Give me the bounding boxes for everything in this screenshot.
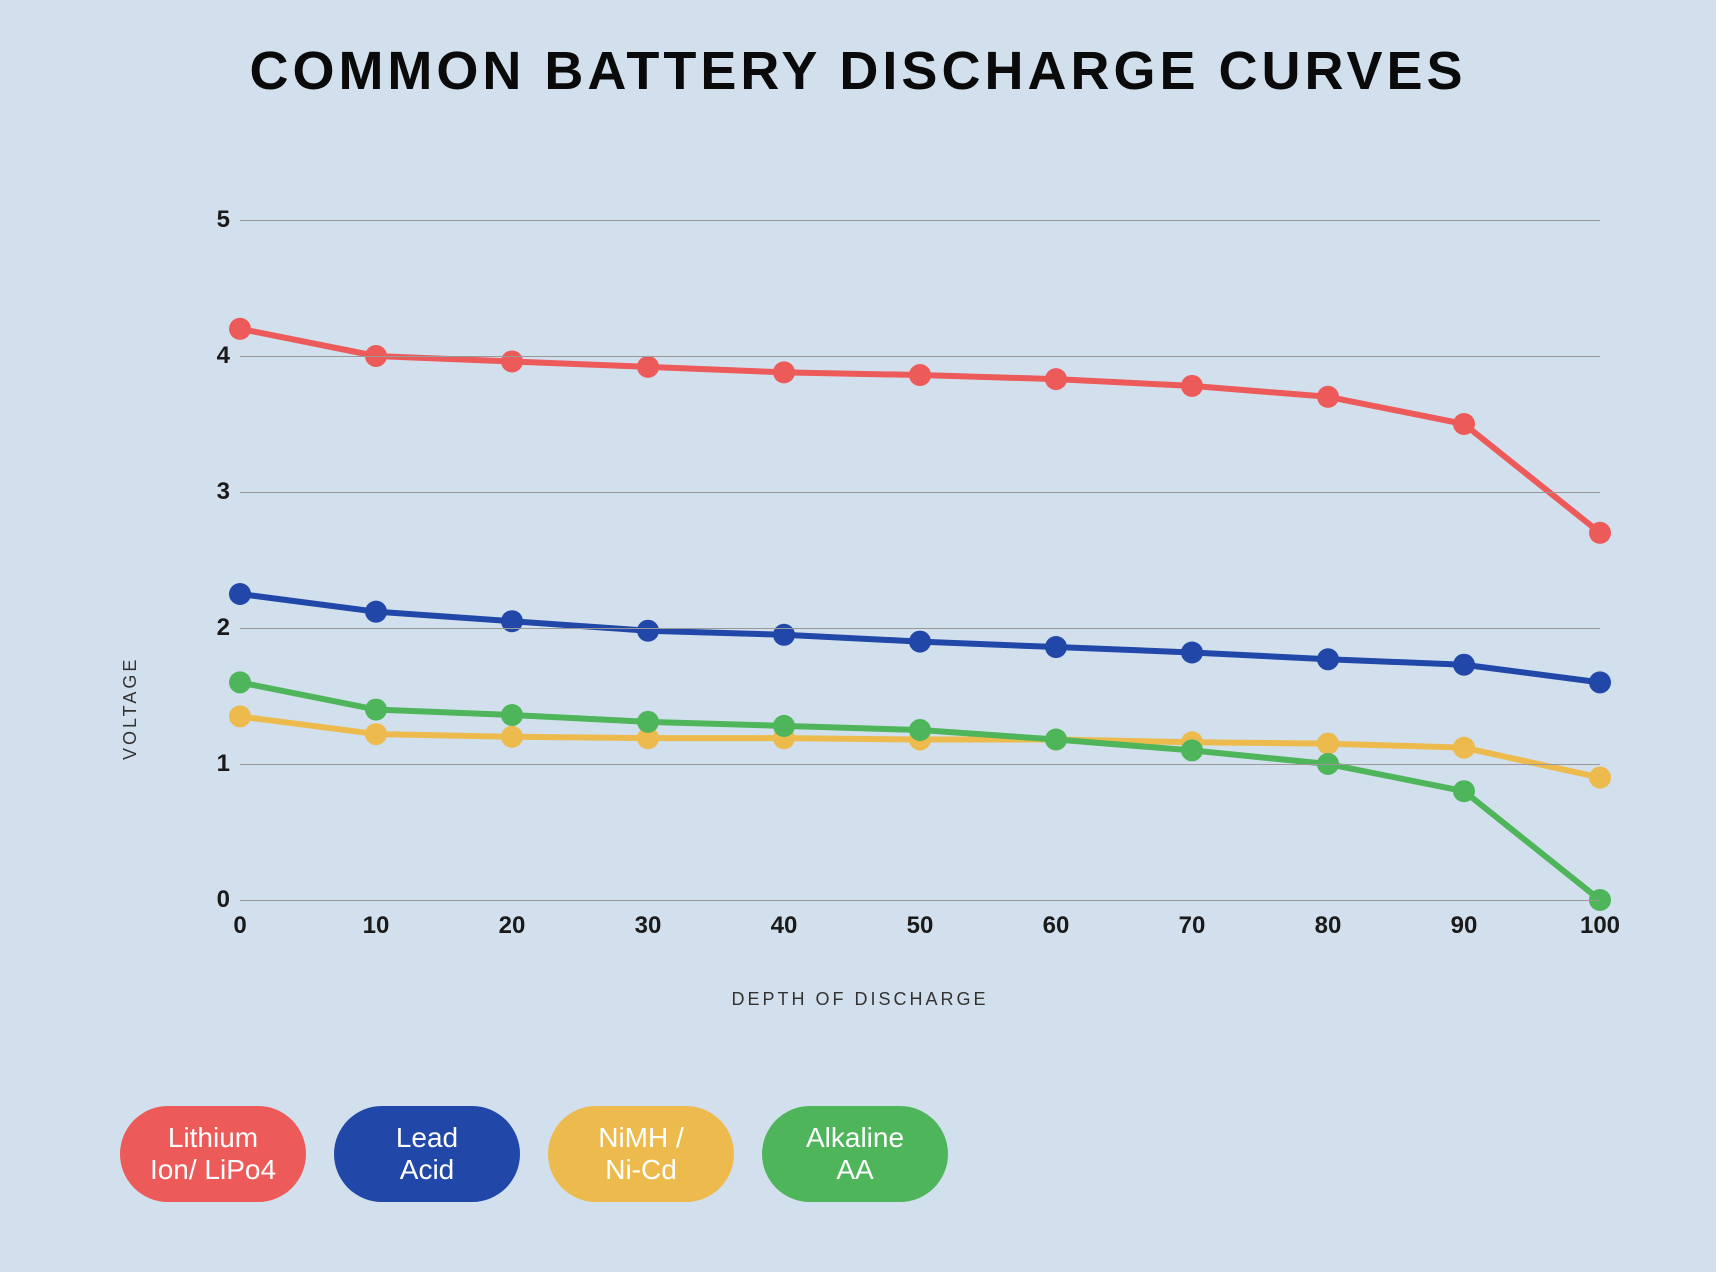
page-root: COMMON BATTERY DISCHARGE CURVES VOLTAGE … [0,0,1716,1272]
gridline [240,764,1600,765]
legend-label-line: Lead [396,1122,458,1154]
series-line [240,682,1600,900]
series-marker [365,601,387,623]
series-marker [1589,767,1611,789]
chart-title: COMMON BATTERY DISCHARGE CURVES [0,40,1716,102]
series-marker [1589,671,1611,693]
series-marker [773,361,795,383]
legend-label-line: Alkaline [806,1122,904,1154]
chart-lines-svg [240,220,1600,900]
series-marker [637,620,659,642]
series-marker [773,715,795,737]
series-marker [1589,522,1611,544]
x-tick-label: 30 [635,912,662,940]
series-line [240,329,1600,533]
x-tick-label: 80 [1315,912,1342,940]
y-axis-label: VOLTAGE [120,657,141,760]
series-marker [1181,375,1203,397]
series-marker [501,350,523,372]
series-marker [1453,780,1475,802]
legend-pill: AlkalineAA [762,1106,948,1202]
legend-pill: LithiumIon/ LiPo4 [120,1106,306,1202]
x-tick-label: 100 [1580,912,1620,940]
y-tick-label: 1 [180,750,230,778]
series-marker [1045,368,1067,390]
x-tick-label: 0 [233,912,246,940]
series-marker [637,711,659,733]
legend-label-line: AA [836,1154,873,1186]
legend-pill: NiMH /Ni-Cd [548,1106,734,1202]
x-tick-label: 20 [499,912,526,940]
series-marker [365,699,387,721]
x-tick-label: 50 [907,912,934,940]
series-marker [1317,733,1339,755]
series-marker [637,356,659,378]
series-marker [909,631,931,653]
series-marker [1317,386,1339,408]
y-tick-label: 4 [180,342,230,370]
x-tick-label: 40 [771,912,798,940]
series-marker [909,719,931,741]
legend-label-line: Ni-Cd [605,1154,677,1186]
y-tick-label: 0 [180,886,230,914]
series-marker [229,671,251,693]
x-tick-label: 10 [363,912,390,940]
series-marker [1181,739,1203,761]
legend-label-line: Lithium [168,1122,258,1154]
series-marker [365,723,387,745]
y-tick-label: 2 [180,614,230,642]
series-marker [1181,641,1203,663]
series-marker [1317,648,1339,670]
gridline [240,356,1600,357]
gridline [240,900,1600,901]
legend: LithiumIon/ LiPo4 LeadAcid NiMH /Ni-Cd Alka… [120,1106,948,1202]
legend-pill: LeadAcid [334,1106,520,1202]
legend-label-line: Ion/ LiPo4 [150,1154,276,1186]
series-marker [1453,654,1475,676]
series-marker [1045,636,1067,658]
x-tick-label: 90 [1451,912,1478,940]
series-marker [1453,413,1475,435]
series-marker [501,726,523,748]
series-marker [1453,737,1475,759]
legend-label-line: Acid [400,1154,454,1186]
x-tick-label: 70 [1179,912,1206,940]
x-axis-label: DEPTH OF DISCHARGE [80,989,1640,1010]
series-marker [229,583,251,605]
gridline [240,220,1600,221]
x-tick-label: 60 [1043,912,1070,940]
legend-label-line: NiMH / [598,1122,684,1154]
plot-area: 0123450102030405060708090100 [240,220,1600,900]
series-marker [229,705,251,727]
gridline [240,628,1600,629]
gridline [240,492,1600,493]
series-marker [909,364,931,386]
series-marker [1045,729,1067,751]
series-marker [229,318,251,340]
series-marker [501,704,523,726]
y-tick-label: 3 [180,478,230,506]
y-tick-label: 5 [180,206,230,234]
chart-container: VOLTAGE 0123450102030405060708090100 DEP… [80,220,1640,940]
